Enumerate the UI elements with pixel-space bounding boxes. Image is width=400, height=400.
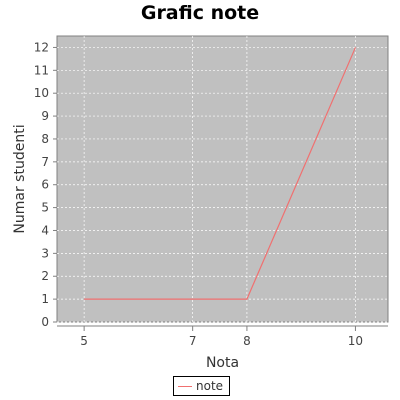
- y-tick-label: 0: [41, 315, 49, 329]
- y-tick-label: 12: [34, 40, 49, 54]
- y-tick-label: 4: [41, 223, 49, 237]
- series-line-note: [84, 47, 356, 300]
- x-axis-label: Nota: [206, 355, 239, 371]
- plot-area: [56, 35, 389, 323]
- y-tick-label: 9: [41, 109, 49, 123]
- x-tick-label: 5: [80, 334, 88, 348]
- legend-label-note: note: [196, 379, 224, 393]
- chart-title: Grafic note: [140, 2, 260, 24]
- y-tick-label: 5: [41, 201, 49, 215]
- y-tick-label: 7: [41, 155, 49, 169]
- x-tick-label: 10: [348, 334, 363, 348]
- x-tick-label: 8: [243, 334, 251, 348]
- y-tick-label: 3: [41, 246, 49, 260]
- x-tick-label: 7: [189, 334, 197, 348]
- y-axis-label: Numar studenti: [12, 124, 28, 233]
- y-tick-label: 2: [41, 269, 49, 283]
- y-tick-label: 11: [34, 63, 49, 77]
- y-tick-label: 8: [41, 132, 49, 146]
- y-tick-label: 10: [34, 86, 49, 100]
- legend-swatch-note: [178, 385, 192, 387]
- y-tick-label: 1: [41, 292, 49, 306]
- series-layer: [84, 47, 356, 300]
- legend: note: [173, 376, 231, 396]
- y-tick-label: 6: [41, 178, 49, 192]
